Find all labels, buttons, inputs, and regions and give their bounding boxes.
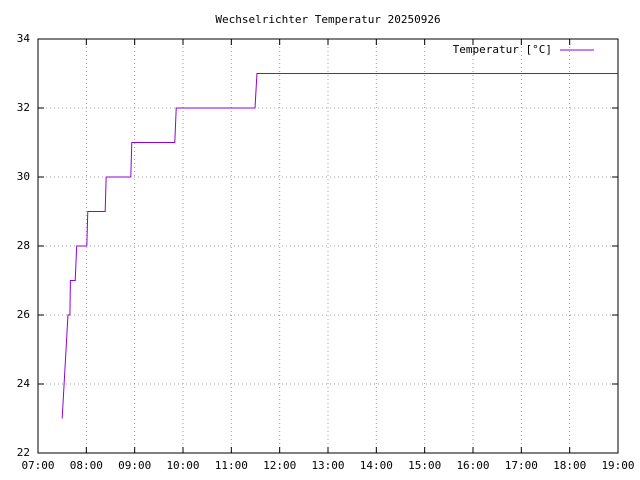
y-tick-label: 28 xyxy=(17,239,30,252)
x-tick-label: 15:00 xyxy=(408,459,441,472)
x-tick-label: 11:00 xyxy=(215,459,248,472)
x-tick-label: 07:00 xyxy=(21,459,54,472)
x-tick-label: 09:00 xyxy=(118,459,151,472)
y-tick-label: 24 xyxy=(17,377,31,390)
chart-title: Wechselrichter Temperatur 20250926 xyxy=(215,13,440,26)
plot-frame xyxy=(37,38,619,454)
y-tick-label: 22 xyxy=(17,446,30,459)
data-line xyxy=(61,73,618,419)
y-tick-label: 30 xyxy=(17,170,30,183)
x-tick-label: 16:00 xyxy=(456,459,489,472)
x-tick-label: 10:00 xyxy=(166,459,199,472)
legend-label: Temperatur [°C] xyxy=(453,43,552,56)
x-tick-label: 19:00 xyxy=(601,459,634,472)
x-tick-label: 17:00 xyxy=(505,459,538,472)
x-tick-label: 18:00 xyxy=(553,459,586,472)
x-tick-label: 14:00 xyxy=(360,459,393,472)
x-tick-label: 12:00 xyxy=(263,459,296,472)
y-tick-label: 26 xyxy=(17,308,30,321)
x-tick-label: 13:00 xyxy=(311,459,344,472)
y-tick-label: 32 xyxy=(17,101,30,114)
x-tick-label: 08:00 xyxy=(70,459,103,472)
y-tick-label: 34 xyxy=(17,32,31,45)
